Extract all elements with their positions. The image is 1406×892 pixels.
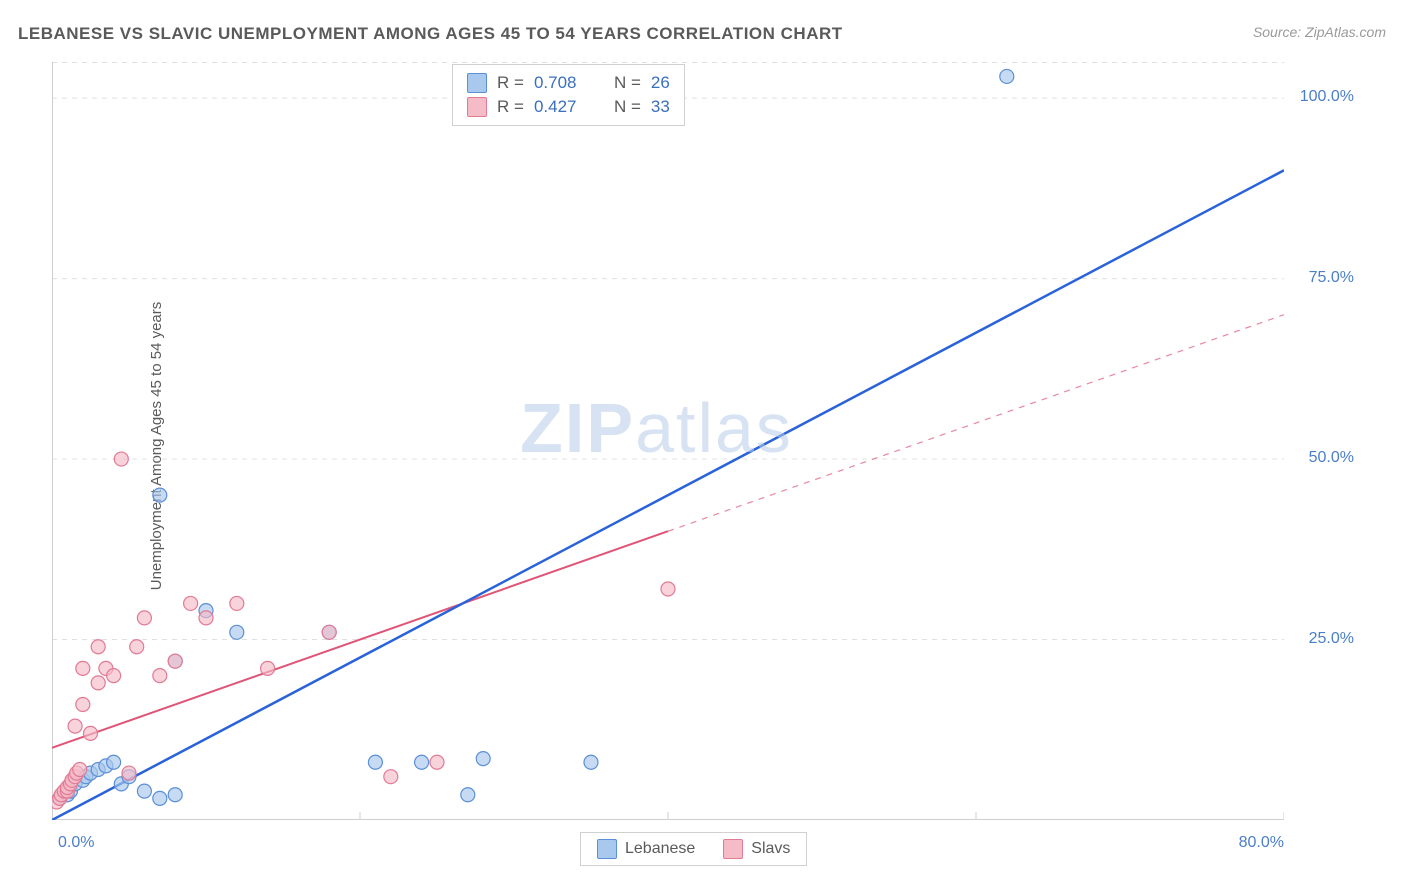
- legend-n-label: N =: [614, 97, 641, 117]
- series-name: Slavs: [751, 840, 790, 857]
- axis-tick-label: 50.0%: [1309, 449, 1354, 467]
- series-legend: Lebanese Slavs: [580, 832, 807, 866]
- axis-tick-label: 25.0%: [1309, 630, 1354, 648]
- axis-tick-label: 80.0%: [1239, 834, 1284, 852]
- legend-r-label: R =: [497, 73, 524, 93]
- legend-r-value: 0.427: [534, 97, 590, 117]
- chart-container: LEBANESE VS SLAVIC UNEMPLOYMENT AMONG AG…: [0, 0, 1406, 892]
- legend-swatch: [597, 839, 617, 859]
- series-legend-item: Lebanese: [597, 839, 695, 859]
- correlation-legend: R = 0.708 N = 26 R = 0.427 N = 33: [452, 64, 685, 126]
- legend-swatch: [723, 839, 743, 859]
- chart-title: LEBANESE VS SLAVIC UNEMPLOYMENT AMONG AG…: [18, 24, 843, 44]
- legend-r-label: R =: [497, 97, 524, 117]
- legend-swatch: [467, 73, 487, 93]
- legend-n-label: N =: [614, 73, 641, 93]
- axis-tick-label: 100.0%: [1300, 88, 1354, 106]
- scatter-plot: [52, 62, 1284, 820]
- legend-n-value: 33: [651, 97, 670, 117]
- correlation-legend-row: R = 0.708 N = 26: [467, 71, 670, 95]
- series-name: Lebanese: [625, 840, 695, 857]
- legend-n-value: 26: [651, 73, 670, 93]
- legend-swatch: [467, 97, 487, 117]
- axis-tick-label: 0.0%: [58, 834, 94, 852]
- correlation-legend-row: R = 0.427 N = 33: [467, 95, 670, 119]
- source-label: Source: ZipAtlas.com: [1253, 24, 1386, 40]
- legend-r-value: 0.708: [534, 73, 590, 93]
- series-legend-item: Slavs: [723, 839, 790, 859]
- axis-tick-label: 75.0%: [1309, 269, 1354, 287]
